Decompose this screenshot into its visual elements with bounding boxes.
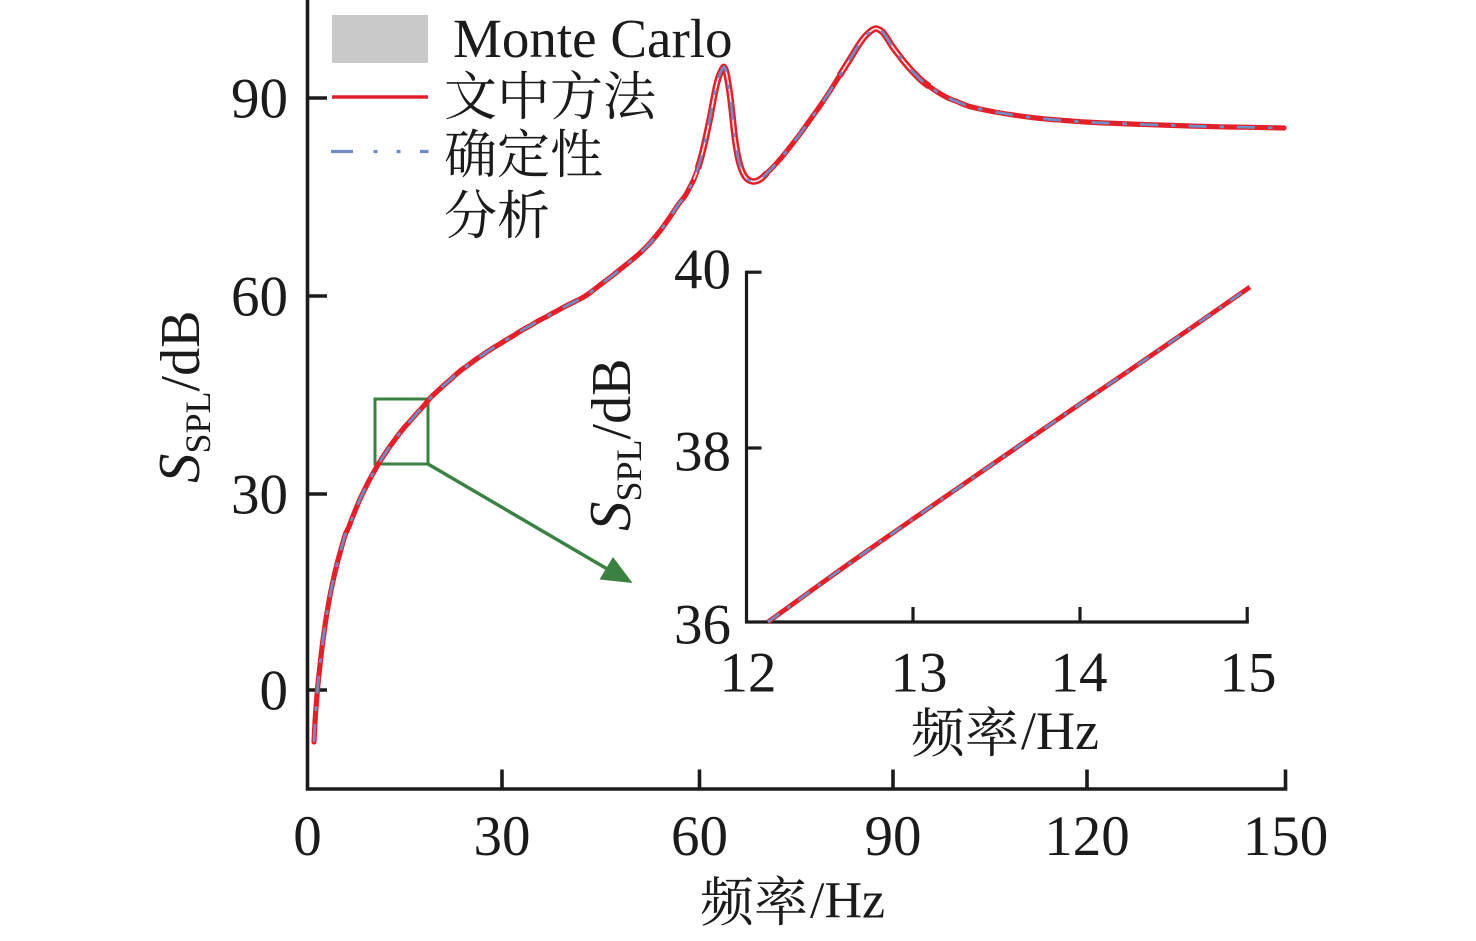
svg-text:60: 60: [231, 266, 288, 329]
svg-text:90: 90: [231, 68, 288, 131]
svg-text:0: 0: [293, 805, 322, 868]
svg-text:13: 13: [891, 642, 948, 705]
svg-text:150: 150: [1243, 805, 1329, 868]
svg-text:60: 60: [671, 805, 728, 868]
svg-text:30: 30: [231, 464, 288, 527]
svg-text:SSPL/dB: SSPL/dB: [577, 359, 649, 531]
svg-text:30: 30: [474, 805, 531, 868]
svg-text:SSPL/dB: SSPL/dB: [146, 311, 218, 483]
svg-text:120: 120: [1044, 805, 1130, 868]
svg-text:15: 15: [1220, 642, 1277, 705]
svg-text:/Hz: /Hz: [810, 873, 885, 930]
svg-text:12: 12: [720, 642, 777, 705]
svg-text:/Hz: /Hz: [1021, 701, 1099, 761]
svg-text:0: 0: [260, 660, 289, 723]
svg-text:Monte Carlo: Monte Carlo: [453, 8, 733, 69]
svg-text:38: 38: [674, 421, 731, 484]
svg-text:40: 40: [674, 239, 731, 302]
svg-text:36: 36: [674, 594, 731, 657]
svg-text:14: 14: [1051, 642, 1108, 705]
svg-text:90: 90: [865, 805, 922, 868]
